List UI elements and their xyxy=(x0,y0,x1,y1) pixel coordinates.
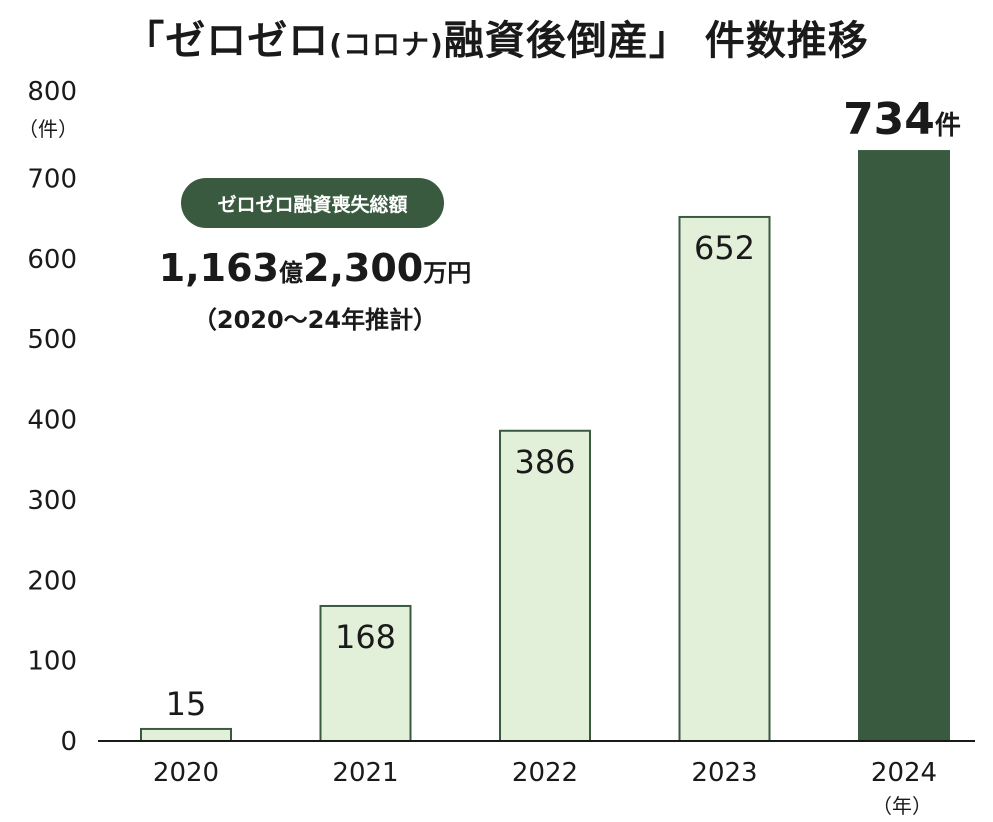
unit-b: 万円 xyxy=(423,259,472,287)
annotation-note: （2020～24年推計） xyxy=(192,306,438,334)
highlight-value-label: 734件 xyxy=(822,94,982,145)
y-tick-label: 200 xyxy=(27,566,77,596)
bar-2022 xyxy=(499,429,591,742)
y-tick-label: 800 xyxy=(27,77,77,107)
title-paren: (コロナ) xyxy=(329,28,444,61)
y-axis-unit: （件） xyxy=(18,117,78,141)
amount-b: 2,300 xyxy=(303,246,424,290)
highlight-value-number: 734 xyxy=(843,94,935,145)
annotation-pill: ゼロゼロ融資喪失総額 xyxy=(181,178,444,228)
y-tick-label: 500 xyxy=(27,325,77,355)
x-tick-label: 2023 xyxy=(691,758,757,788)
value-label: 168 xyxy=(335,618,396,656)
chart-title: 「ゼロゼロ(コロナ)融資後倒産」 件数推移 xyxy=(0,8,993,66)
bar-2021 xyxy=(319,604,412,742)
unit-a: 億 xyxy=(279,259,303,287)
value-label: 15 xyxy=(166,685,207,723)
y-tick-label: 0 xyxy=(60,727,77,757)
bar-2024 xyxy=(858,150,950,743)
amount-a: 1,163 xyxy=(158,246,279,290)
y-tick-label: 300 xyxy=(27,486,77,516)
x-tick-label: 2024 xyxy=(871,758,937,788)
y-tick-label: 400 xyxy=(27,406,77,436)
annotation-amount: 1,163億2,300万円 xyxy=(150,246,480,290)
x-tick-label: 2022 xyxy=(512,758,578,788)
y-tick-label: 700 xyxy=(27,164,77,194)
value-label: 386 xyxy=(514,443,575,481)
y-tick-label: 100 xyxy=(27,647,77,677)
bar-2023 xyxy=(678,215,771,742)
bar-2020 xyxy=(140,727,232,742)
y-tick-label: 600 xyxy=(27,245,77,275)
value-label: 652 xyxy=(694,229,755,267)
x-axis-unit: （年） xyxy=(872,794,932,818)
x-tick-label: 2021 xyxy=(332,758,398,788)
highlight-value-unit: 件 xyxy=(934,111,961,141)
x-tick-label: 2020 xyxy=(153,758,219,788)
title-main: 「ゼロゼロ xyxy=(124,18,330,64)
title-rest: 融資後倒産」 件数推移 xyxy=(443,18,869,64)
